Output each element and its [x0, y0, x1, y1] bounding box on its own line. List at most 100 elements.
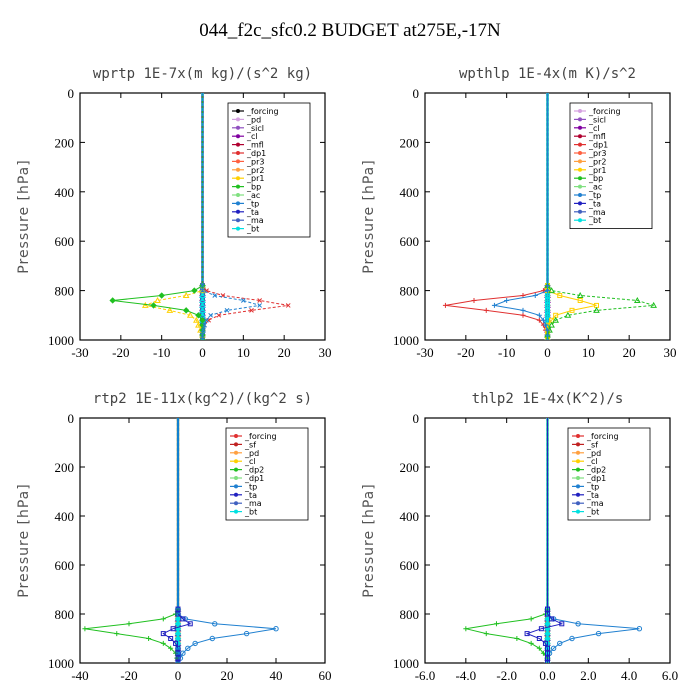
data-point [200, 332, 205, 338]
x-tick-label: 0 [175, 668, 182, 683]
data-point [168, 645, 174, 651]
legend-marker [234, 492, 238, 497]
y-tick-label: 600 [55, 234, 75, 249]
panel-title: wpthlp 1E-4x(m K)/s^2 [459, 66, 636, 82]
data-point [273, 626, 279, 632]
data-point [212, 293, 218, 298]
x-tick-label: -2.0 [496, 668, 517, 683]
data-point [200, 337, 205, 340]
x-tick-label: -30 [416, 345, 433, 360]
x-tick-label: -40 [71, 668, 88, 683]
legend-label: _pd [244, 449, 259, 458]
data-point [524, 631, 530, 637]
data-point [150, 302, 157, 309]
data-point [538, 626, 544, 632]
legend-marker [234, 467, 238, 472]
legend-label: _ta [586, 491, 599, 500]
data-point [536, 636, 542, 641]
x-tick-label: -10 [498, 345, 515, 360]
data-point [545, 288, 550, 294]
legend-label: _forcing [246, 107, 279, 116]
data-point [191, 287, 198, 294]
x-tick-label: 6.0 [662, 668, 678, 683]
legend-marker [578, 125, 582, 130]
legend-marker [576, 501, 580, 506]
legend-marker [236, 142, 240, 147]
legend-label: _dp2 [244, 466, 264, 475]
legend-label: _ma [246, 216, 264, 225]
data-point [548, 287, 555, 294]
legend-marker [578, 176, 582, 181]
data-point [160, 631, 166, 637]
data-point [549, 616, 555, 622]
x-tick-label: 10 [237, 345, 250, 360]
y-tick-label: 800 [400, 607, 420, 622]
legend-label: _ac [588, 183, 602, 192]
legend-marker [578, 151, 582, 155]
data-point [493, 621, 499, 627]
data-point [249, 308, 254, 313]
data-point [545, 337, 550, 340]
legend-label: _sf [244, 440, 256, 449]
data-point [504, 297, 510, 303]
data-point [545, 327, 550, 333]
legend-label: _pd [246, 115, 261, 124]
legend-label: _ma [244, 499, 262, 508]
legend-marker [578, 117, 582, 122]
legend-label: _forcing [244, 432, 277, 441]
x-tick-label: 20 [278, 345, 291, 360]
legend-marker [576, 442, 580, 447]
legend-label: _pr2 [246, 166, 264, 175]
legend-marker [576, 450, 580, 455]
data-point [575, 621, 581, 627]
chart-panel-4: thlp2 1E-4x(K^2)/s Pressure [hPa] -6.0 -4.0… [361, 391, 678, 683]
panel-title: thlp2 1E-4x(K^2)/s [472, 391, 624, 407]
data-point [200, 283, 205, 289]
legend-marker [576, 459, 580, 464]
data-point [175, 606, 181, 612]
y-tick-label: 200 [55, 135, 75, 150]
data-point [545, 283, 550, 289]
y-tick-label: 400 [400, 509, 420, 524]
data-point [209, 635, 216, 642]
data-point [195, 312, 202, 319]
x-tick-label: 30 [664, 345, 677, 360]
data-point [257, 303, 263, 308]
data-point [545, 293, 550, 299]
legend-label: _cl [586, 457, 598, 466]
data-point [550, 645, 557, 651]
chart-panel-3: rtp2 1E-11x(kg^2)/(kg^2 s) Pressure [hPa]… [16, 391, 332, 683]
legend-marker [236, 184, 240, 189]
legend-label: _pr1 [588, 166, 606, 175]
data-point [636, 626, 643, 632]
x-tick-label: 40 [270, 668, 283, 683]
y-tick-label: 600 [400, 234, 420, 249]
figure-title: 044_f2c_sfc0.2 BUDGET at275E,-17N [199, 20, 501, 41]
data-point [483, 631, 489, 637]
data-point [175, 645, 181, 651]
series-lines [109, 93, 291, 340]
y-tick-label: 1000 [393, 656, 419, 671]
legend-label: _dp1 [588, 141, 608, 150]
data-point [109, 297, 116, 304]
data-point [182, 307, 190, 314]
legend-marker [578, 201, 582, 206]
data-point [545, 611, 550, 617]
y-axis-label: Pressure [hPa] [16, 483, 32, 597]
x-tick-label: 0 [544, 345, 551, 360]
legend-marker [578, 159, 582, 164]
legend-marker [234, 434, 238, 438]
x-tick-label: 60 [319, 668, 332, 683]
data-point [224, 308, 230, 313]
series-line-tp [492, 93, 548, 340]
legend-label: _ma [586, 499, 604, 508]
data-point [200, 327, 206, 333]
legend-label: _dp2 [586, 466, 606, 475]
legend-marker [578, 167, 582, 172]
y-tick-label: 400 [55, 509, 75, 524]
data-point [545, 302, 550, 308]
legend-marker [578, 218, 582, 223]
data-point [545, 606, 550, 612]
data-point [650, 301, 658, 308]
y-tick-label: 200 [400, 135, 420, 150]
